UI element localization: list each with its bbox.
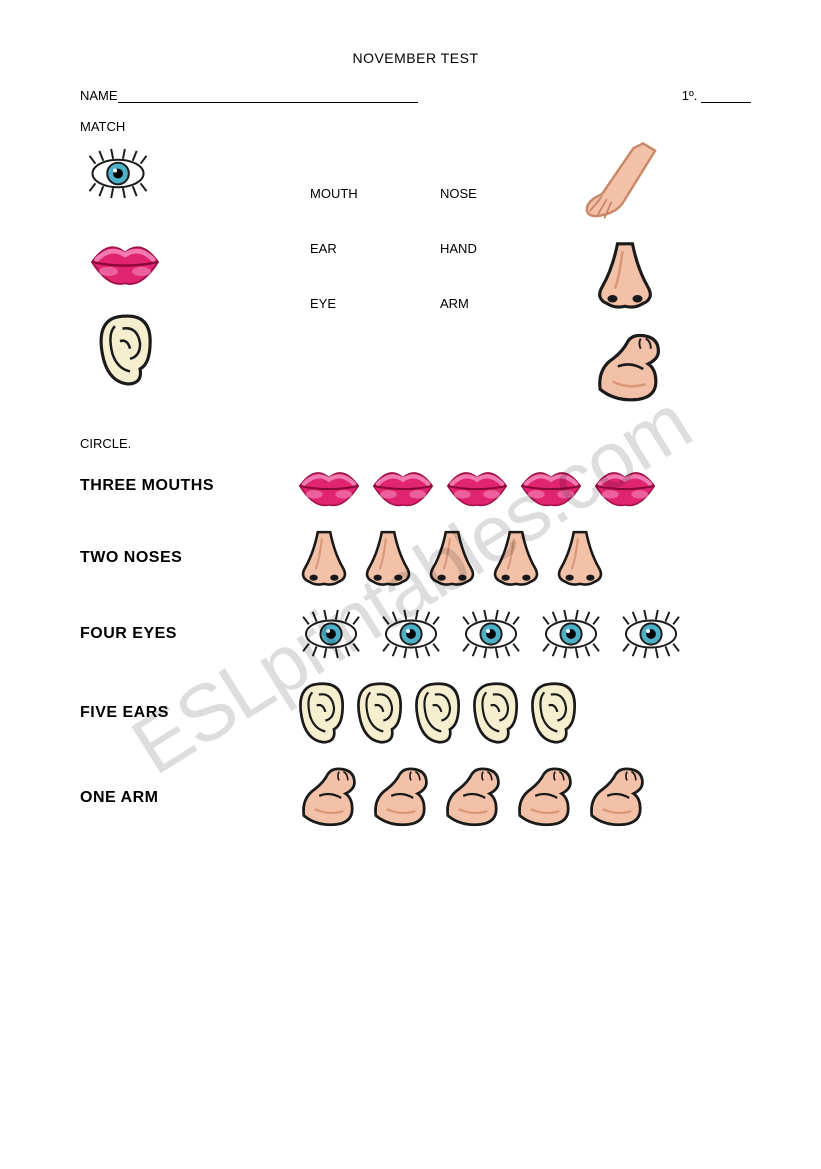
grade-label: 1º.	[682, 88, 751, 103]
eye-icon	[615, 607, 689, 661]
mouth-icon	[591, 463, 659, 509]
word-mouth: MOUTH	[310, 186, 370, 201]
mouth-icon	[517, 463, 585, 509]
circle-row: FIVE EARS	[80, 679, 751, 747]
match-area: MOUTH NOSE EAR HAND EYE ARM	[80, 146, 751, 416]
page-title: NOVEMBER TEST	[80, 50, 751, 66]
arm-icon	[439, 765, 505, 831]
circle-row-label: FIVE EARS	[80, 704, 295, 722]
name-blank[interactable]	[118, 91, 418, 103]
section-circle-label: CIRCLE.	[80, 436, 751, 451]
circle-row: THREE MOUTHS	[80, 463, 751, 509]
mouth-icon	[86, 236, 164, 288]
nose-icon	[551, 527, 609, 589]
circle-row-label: THREE MOUTHS	[80, 477, 295, 495]
circle-row-label: TWO NOSES	[80, 549, 295, 567]
word-arm: ARM	[440, 296, 500, 311]
arm-icon	[511, 765, 577, 831]
circle-row-icons	[295, 679, 579, 747]
word-hand: HAND	[440, 241, 500, 256]
circle-row-icons	[295, 607, 689, 661]
circle-row-label: ONE ARM	[80, 789, 295, 807]
circle-row-label: FOUR EYES	[80, 625, 295, 643]
hand-icon	[580, 136, 660, 226]
nose-icon	[590, 236, 660, 314]
circle-rows: THREE MOUTHS TWO NOSES FOUR EYES FIVE EARS O…	[80, 463, 751, 831]
circle-row: FOUR EYES	[80, 607, 751, 661]
ear-icon	[411, 679, 463, 747]
ear-icon	[295, 679, 347, 747]
ear-icon	[527, 679, 579, 747]
mouth-icon	[369, 463, 437, 509]
name-label: NAME	[80, 88, 418, 103]
arm-icon	[367, 765, 433, 831]
section-match-label: MATCH	[80, 119, 751, 134]
eye-icon	[80, 146, 158, 201]
nose-icon	[487, 527, 545, 589]
nose-icon	[295, 527, 353, 589]
word-ear: EAR	[310, 241, 370, 256]
ear-icon	[353, 679, 405, 747]
arm-icon	[295, 765, 361, 831]
eye-icon	[295, 607, 369, 661]
eye-icon	[535, 607, 609, 661]
circle-row: ONE ARM	[80, 765, 751, 831]
match-words: MOUTH NOSE EAR HAND EYE ARM	[310, 186, 500, 351]
grade-blank[interactable]	[701, 91, 751, 103]
circle-row-icons	[295, 527, 609, 589]
eye-icon	[455, 607, 529, 661]
eye-icon	[375, 607, 449, 661]
mouth-icon	[295, 463, 363, 509]
mouth-icon	[443, 463, 511, 509]
word-eye: EYE	[310, 296, 370, 311]
ear-icon	[94, 311, 156, 389]
ear-icon	[469, 679, 521, 747]
nose-icon	[423, 527, 481, 589]
nose-icon	[359, 527, 417, 589]
circle-row-icons	[295, 463, 659, 509]
circle-row-icons	[295, 765, 649, 831]
word-nose: NOSE	[440, 186, 500, 201]
arm-icon	[590, 331, 666, 407]
arm-icon	[583, 765, 649, 831]
name-row: NAME 1º.	[80, 88, 751, 103]
circle-row: TWO NOSES	[80, 527, 751, 589]
